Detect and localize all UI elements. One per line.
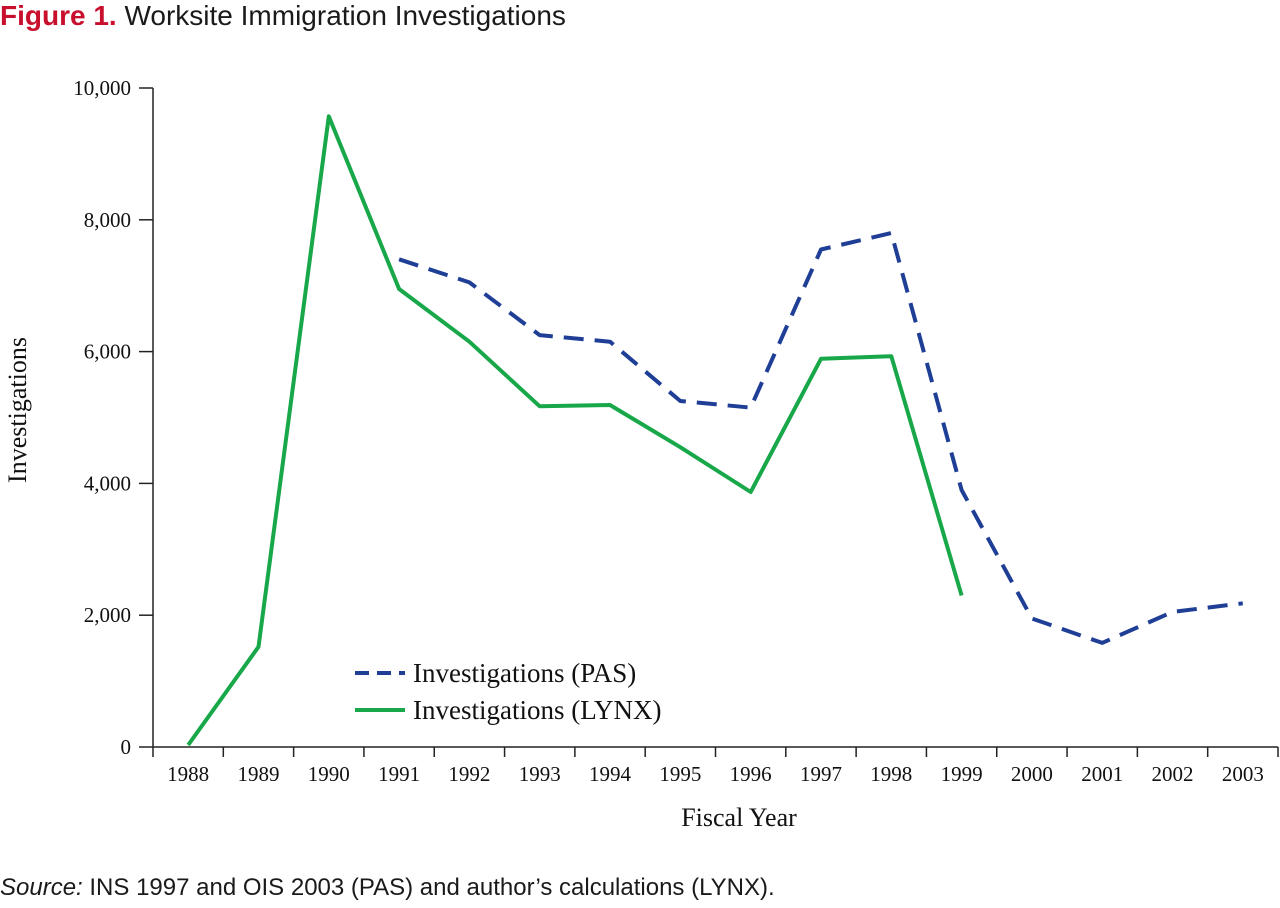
line-chart: 0 2,000 4,000 6,000 8,000 10,000 1988 1989 1990… [3, 76, 1279, 832]
x-tick-label: 1991 [378, 762, 420, 786]
x-tick-label: 2001 [1081, 762, 1123, 786]
y-axis-title: Investigations [3, 337, 32, 483]
x-tick-label: 1997 [800, 762, 842, 786]
series-line-investigations-lynx [186, 114, 964, 747]
y-tick-label: 0 [121, 735, 132, 759]
legend: Investigations (PAS) Investigations (LYNX… [355, 658, 662, 725]
legend-label: Investigations (PAS) [413, 658, 636, 688]
source-note: Source: INS 1997 and OIS 2003 (PAS) and … [0, 868, 775, 908]
series-line-investigations-pas [398, 231, 1244, 645]
x-tick-label: 2002 [1152, 762, 1194, 786]
y-tick-label: 10,000 [73, 76, 131, 100]
x-tick-label: 1996 [730, 762, 772, 786]
x-tick-label: 1999 [941, 762, 983, 786]
chart-axes [139, 87, 1279, 757]
x-tick-label: 1989 [237, 762, 279, 786]
y-tick-label: 4,000 [84, 471, 131, 495]
x-tick-label: 1988 [167, 762, 209, 786]
legend-label: Investigations (LYNX) [413, 695, 662, 725]
source-text: INS 1997 and OIS 2003 (PAS) and author’s… [82, 874, 775, 901]
x-tick-label: 2003 [1222, 762, 1264, 786]
x-tick-label: 1994 [589, 762, 632, 786]
y-tick-label: 2,000 [84, 603, 131, 627]
y-tick-labels: 0 2,000 4,000 6,000 8,000 10,000 [73, 76, 131, 759]
x-tick-label: 1995 [659, 762, 701, 786]
x-tick-label: 1992 [448, 762, 490, 786]
x-tick-labels: 1988 1989 1990 1991 1992 1993 1994 1995 1996 1997… [167, 762, 1264, 786]
series-layer [186, 114, 1244, 747]
source-label: Source: [0, 874, 83, 901]
figure-title: Figure 1. Worksite Immigration Investiga… [0, 0, 566, 36]
figure-title-text: Worksite Immigration Investigations [124, 0, 566, 31]
y-tick-label: 6,000 [84, 340, 131, 364]
x-axis-title: Fiscal Year [681, 803, 797, 832]
y-tick-label: 8,000 [84, 208, 131, 232]
x-tick-label: 1998 [870, 762, 912, 786]
x-tick-label: 2000 [1011, 762, 1053, 786]
x-tick-label: 1993 [519, 762, 561, 786]
x-tick-label: 1990 [308, 762, 350, 786]
figure-number: Figure 1. [0, 0, 117, 31]
